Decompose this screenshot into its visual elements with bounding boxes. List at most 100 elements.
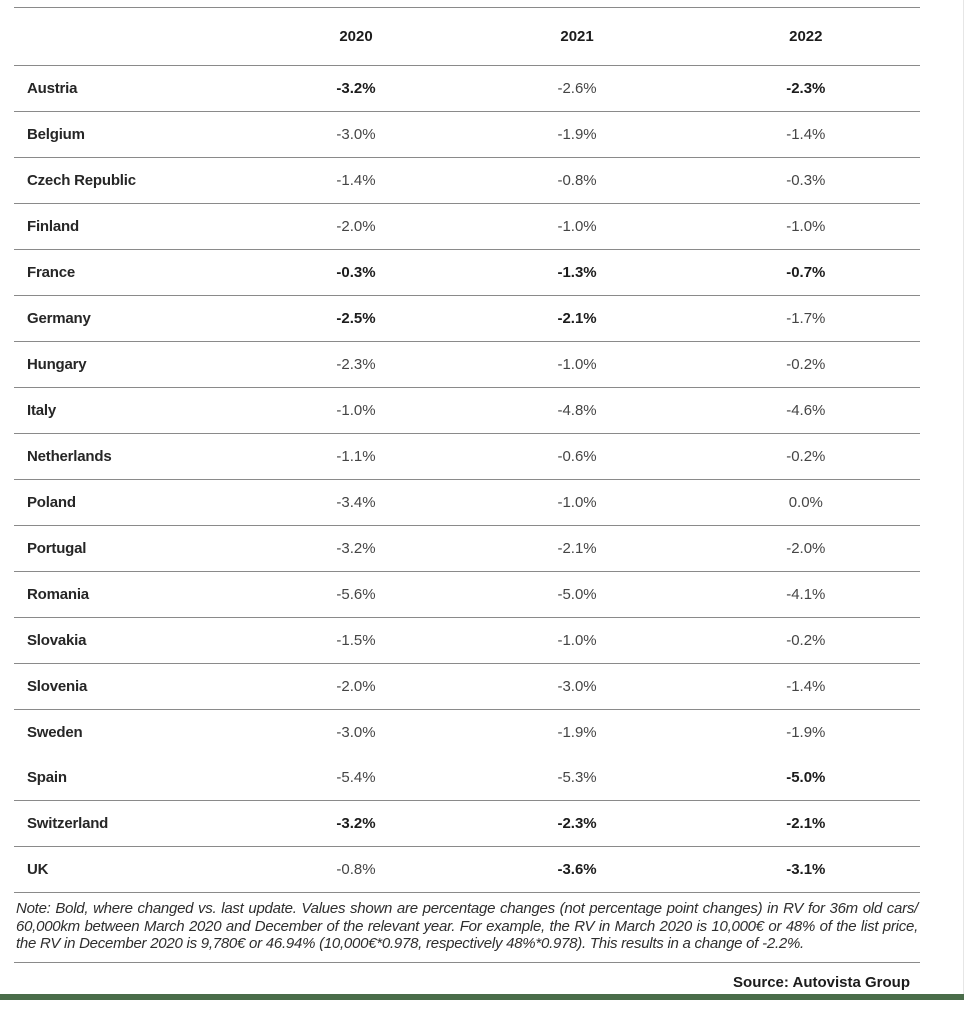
table-header-row: 2020 2021 2022 xyxy=(14,7,920,66)
value-cell-2020: -3.2% xyxy=(336,540,376,557)
table-row: Switzerland -3.2% -2.3% -2.1% xyxy=(14,800,920,846)
table-body: Austria -3.2% -2.6% -2.3% Belgium -3.0% -1.9% -… xyxy=(14,66,920,892)
country-label: France xyxy=(27,264,75,281)
value-cell-2022: -3.1% xyxy=(786,861,826,878)
table-row: Finland -2.0% -1.0% -1.0% xyxy=(14,203,920,249)
column-header-2022: 2022 xyxy=(789,28,823,45)
table-row: Slovakia -1.5% -1.0% -0.2% xyxy=(14,617,920,663)
country-label: Germany xyxy=(27,310,91,327)
country-label: Slovakia xyxy=(27,632,87,649)
value-cell-2022: -1.4% xyxy=(786,126,826,143)
value-cell-2022: -0.3% xyxy=(786,172,826,189)
value-cell-2021: -5.3% xyxy=(557,769,597,786)
value-cell-2021: -1.9% xyxy=(557,724,597,741)
value-cell-2022: -1.9% xyxy=(786,724,826,741)
column-header-2020: 2020 xyxy=(339,28,373,45)
value-cell-2021: -2.1% xyxy=(557,540,597,557)
table-row: Italy -1.0% -4.8% -4.6% xyxy=(14,387,920,433)
value-cell-2021: -1.0% xyxy=(557,356,597,373)
rv-change-table: 2020 2021 2022 Austria -3.2% -2.6% -2.3% Bel… xyxy=(14,7,920,991)
value-cell-2021: -0.6% xyxy=(557,448,597,465)
value-cell-2022: 0.0% xyxy=(788,494,823,511)
value-cell-2021: -1.0% xyxy=(557,218,597,235)
value-cell-2020: -3.0% xyxy=(336,724,376,741)
country-label: Czech Republic xyxy=(27,172,136,189)
value-cell-2020: -5.6% xyxy=(336,586,376,603)
value-cell-2022: -1.7% xyxy=(786,310,826,327)
table-row: Austria -3.2% -2.6% -2.3% xyxy=(14,66,920,111)
value-cell-2022: -5.0% xyxy=(786,769,826,786)
table-row: UK -0.8% -3.6% -3.1% xyxy=(14,846,920,892)
table-row: Poland -3.4% -1.0% 0.0% xyxy=(14,479,920,525)
value-cell-2022: -2.1% xyxy=(786,815,826,832)
column-header-2021: 2021 xyxy=(560,28,594,45)
value-cell-2021: -1.0% xyxy=(557,632,597,649)
country-label: Romania xyxy=(27,586,89,603)
value-cell-2022: -1.4% xyxy=(786,678,826,695)
value-cell-2021: -1.0% xyxy=(557,494,597,511)
table-row: Czech Republic -1.4% -0.8% -0.3% xyxy=(14,157,920,203)
value-cell-2020: -1.5% xyxy=(336,632,376,649)
value-cell-2021: -2.3% xyxy=(557,815,597,832)
table-row: Netherlands -1.1% -0.6% -0.2% xyxy=(14,433,920,479)
value-cell-2022: -2.3% xyxy=(786,80,826,97)
value-cell-2020: -2.5% xyxy=(336,310,376,327)
value-cell-2021: -0.8% xyxy=(557,172,597,189)
country-label: Portugal xyxy=(27,540,87,557)
country-label: Belgium xyxy=(27,126,85,143)
value-cell-2022: -1.0% xyxy=(786,218,826,235)
value-cell-2021: -1.3% xyxy=(557,264,597,281)
table-row: France -0.3% -1.3% -0.7% xyxy=(14,249,920,295)
country-label: Netherlands xyxy=(27,448,112,465)
value-cell-2022: -4.1% xyxy=(786,586,826,603)
value-cell-2020: -3.2% xyxy=(336,815,376,832)
country-label: Slovenia xyxy=(27,678,88,695)
value-cell-2020: -5.4% xyxy=(336,769,376,786)
footnote: Note: Bold, where changed vs. last updat… xyxy=(14,892,920,963)
value-cell-2022: -0.7% xyxy=(786,264,826,281)
value-cell-2020: -3.2% xyxy=(336,80,376,97)
table-row: Hungary -2.3% -1.0% -0.2% xyxy=(14,341,920,387)
table-row: Belgium -3.0% -1.9% -1.4% xyxy=(14,111,920,157)
value-cell-2021: -1.9% xyxy=(557,126,597,143)
value-cell-2021: -4.8% xyxy=(557,402,597,419)
value-cell-2020: -2.3% xyxy=(336,356,376,373)
footer-accent-bar xyxy=(0,994,964,1000)
table-row: Portugal -3.2% -2.1% -2.0% xyxy=(14,525,920,571)
country-label: Switzerland xyxy=(27,815,109,832)
country-label: Finland xyxy=(27,218,79,235)
value-cell-2022: -0.2% xyxy=(786,356,826,373)
value-cell-2021: -3.6% xyxy=(557,861,597,878)
value-cell-2020: -0.3% xyxy=(336,264,376,281)
country-label: Italy xyxy=(27,402,57,419)
table-row: Germany -2.5% -2.1% -1.7% xyxy=(14,295,920,341)
country-label: UK xyxy=(27,861,49,878)
table-row: Spain -5.4% -5.3% -5.0% xyxy=(14,755,920,800)
table-row: Sweden -3.0% -1.9% -1.9% xyxy=(14,709,920,755)
country-label: Austria xyxy=(27,80,78,97)
value-cell-2022: -4.6% xyxy=(786,402,826,419)
country-label: Sweden xyxy=(27,724,83,741)
value-cell-2022: -0.2% xyxy=(786,632,826,649)
value-cell-2021: -2.6% xyxy=(557,80,597,97)
country-label: Hungary xyxy=(27,356,87,373)
table-row: Slovenia -2.0% -3.0% -1.4% xyxy=(14,663,920,709)
value-cell-2021: -5.0% xyxy=(557,586,597,603)
value-cell-2020: -1.1% xyxy=(336,448,376,465)
country-label: Spain xyxy=(27,769,67,786)
value-cell-2020: -2.0% xyxy=(336,218,376,235)
value-cell-2020: -3.4% xyxy=(336,494,376,511)
value-cell-2022: -2.0% xyxy=(786,540,826,557)
value-cell-2020: -2.0% xyxy=(336,678,376,695)
value-cell-2020: -1.4% xyxy=(336,172,376,189)
value-cell-2020: -0.8% xyxy=(336,861,376,878)
source-attribution: Source: Autovista Group xyxy=(733,973,910,991)
table-row: Romania -5.6% -5.0% -4.1% xyxy=(14,571,920,617)
value-cell-2020: -3.0% xyxy=(336,126,376,143)
value-cell-2021: -3.0% xyxy=(557,678,597,695)
value-cell-2021: -2.1% xyxy=(557,310,597,327)
value-cell-2020: -1.0% xyxy=(336,402,376,419)
country-label: Poland xyxy=(27,494,76,511)
value-cell-2022: -0.2% xyxy=(786,448,826,465)
